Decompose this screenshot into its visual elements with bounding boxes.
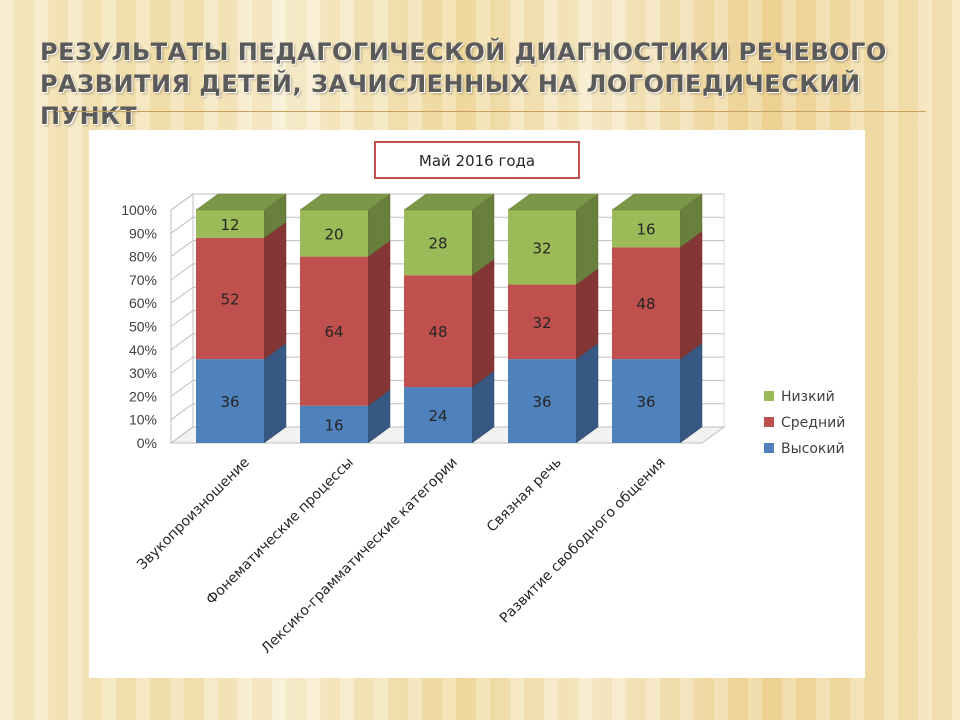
bar-segment bbox=[300, 210, 368, 257]
category-label: Развитие свободного общения bbox=[497, 455, 669, 627]
y-tick-label: 80% bbox=[129, 249, 157, 265]
category-label: Лексико-грамматические категории bbox=[258, 455, 460, 657]
bar-top bbox=[403, 193, 495, 211]
legend-label: Низкий bbox=[781, 389, 835, 405]
data-label: 12 bbox=[220, 216, 239, 234]
bar-segment bbox=[404, 275, 472, 388]
y-tick-label: 40% bbox=[129, 342, 157, 358]
bar-segment bbox=[300, 405, 368, 443]
bar-top bbox=[195, 193, 287, 211]
y-tick-label: 20% bbox=[129, 388, 157, 404]
bar-segment bbox=[508, 359, 576, 443]
y-tick-label: 0% bbox=[137, 435, 157, 451]
bar-side bbox=[471, 258, 495, 388]
bar-segment bbox=[196, 359, 264, 443]
bar-side bbox=[679, 230, 703, 360]
bar-segment bbox=[300, 256, 368, 406]
y-tick-label: 90% bbox=[129, 225, 157, 241]
bar-segment bbox=[196, 210, 264, 238]
data-label: 16 bbox=[324, 416, 343, 434]
bar-segment bbox=[612, 359, 680, 443]
data-label: 16 bbox=[636, 221, 655, 239]
stacked-bar-chart: 0% 10% 20% 30% 40% 50% 60% 70% 80% 90% 100% 36 52 12 З… bbox=[121, 141, 845, 657]
category-label: Связная речь bbox=[484, 455, 565, 536]
data-label: 64 bbox=[324, 323, 343, 341]
y-tick-label: 10% bbox=[129, 412, 157, 428]
title-divider bbox=[56, 111, 926, 112]
bar-top bbox=[507, 193, 599, 211]
slide-title: Результаты педагогической диагностики ре… bbox=[40, 38, 887, 130]
data-label: 36 bbox=[636, 393, 655, 411]
data-label: 48 bbox=[636, 295, 655, 313]
data-label: 32 bbox=[532, 239, 551, 257]
data-label: 32 bbox=[532, 314, 551, 332]
legend-swatch bbox=[764, 443, 774, 453]
data-label: 28 bbox=[428, 235, 447, 253]
bar-segment bbox=[508, 284, 576, 360]
chart-panel: 0% 10% 20% 30% 40% 50% 60% 70% 80% 90% 100% 36 52 12 З… bbox=[89, 130, 865, 678]
bar-segment bbox=[508, 210, 576, 285]
bar-side bbox=[575, 342, 599, 444]
bar-segment bbox=[404, 387, 472, 443]
bar-side bbox=[679, 342, 703, 444]
legend-label: Высокий bbox=[781, 441, 845, 457]
legend-label: Средний bbox=[781, 415, 845, 431]
bar-top bbox=[299, 193, 391, 211]
category-label: Звукопроизношение bbox=[134, 455, 253, 574]
data-label: 52 bbox=[220, 291, 239, 309]
data-label: 20 bbox=[324, 225, 343, 243]
bar-segment bbox=[404, 210, 472, 276]
y-tick-label: 100% bbox=[121, 202, 157, 218]
bar-side bbox=[263, 342, 287, 444]
y-tick-label: 70% bbox=[129, 272, 157, 288]
y-tick-label: 50% bbox=[129, 319, 157, 335]
bar-side bbox=[263, 221, 287, 360]
bar-segment bbox=[612, 210, 680, 248]
data-label: 36 bbox=[532, 393, 551, 411]
data-label: 24 bbox=[428, 407, 447, 425]
bar-segment bbox=[612, 247, 680, 360]
bar-segment bbox=[196, 237, 264, 360]
bar-side bbox=[367, 240, 391, 407]
data-label: 48 bbox=[428, 323, 447, 341]
legend-swatch bbox=[764, 417, 774, 427]
bar-top bbox=[611, 193, 703, 211]
chart-title-box bbox=[374, 141, 580, 179]
legend-swatch bbox=[764, 391, 774, 401]
y-tick-label: 60% bbox=[129, 295, 157, 311]
y-tick-label: 30% bbox=[129, 365, 157, 381]
data-label: 36 bbox=[220, 393, 239, 411]
chart-title: Май 2016 года bbox=[419, 152, 535, 170]
